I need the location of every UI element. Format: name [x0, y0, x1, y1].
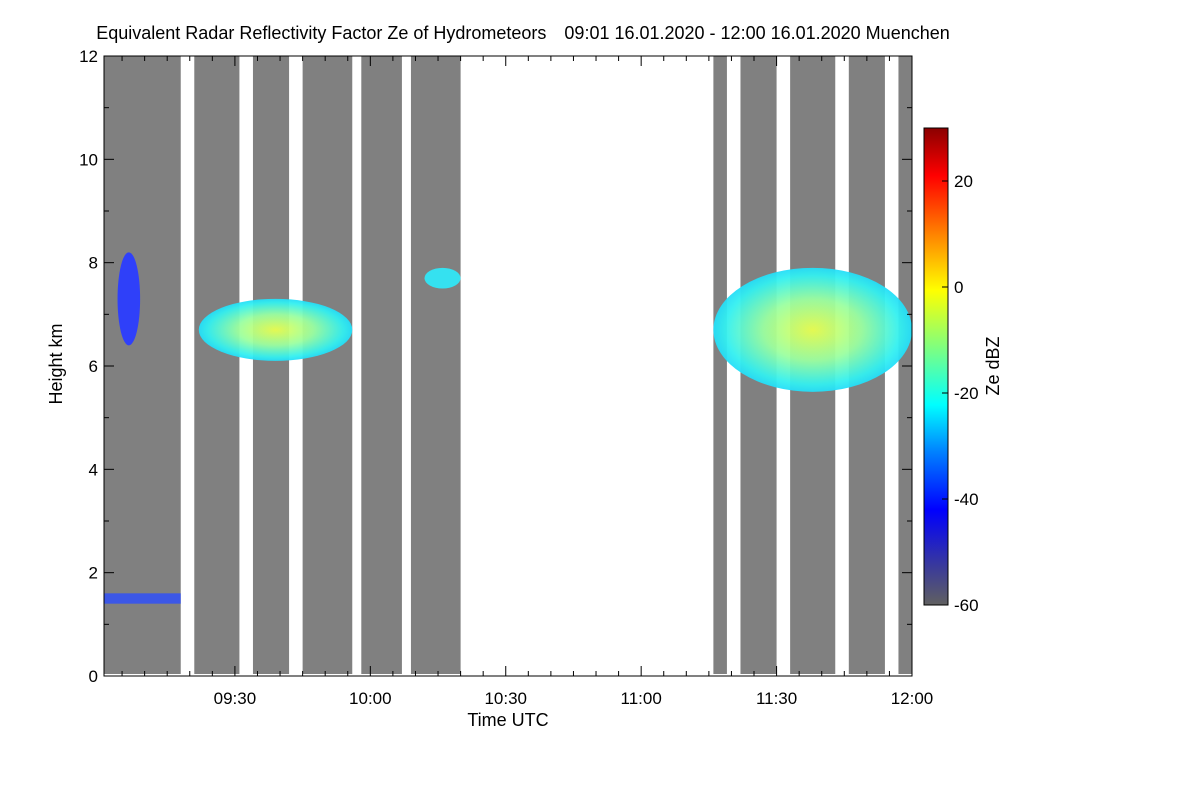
measurement-block: [302, 56, 353, 674]
measurement-block: [410, 56, 461, 674]
y-tick-label: 8: [89, 254, 98, 273]
y-tick-label: 10: [79, 150, 98, 169]
colorbar-tick-label: -60: [954, 596, 979, 615]
x-tick-label: 11:00: [621, 689, 662, 708]
measurement-block: [361, 56, 402, 674]
x-tick-label: 10:30: [484, 689, 527, 708]
cloud-layer: [198, 298, 353, 361]
measurement-block: [713, 56, 727, 674]
x-tick-label: 09:30: [214, 689, 257, 708]
colorbar-tick-label: -40: [954, 490, 979, 509]
measurement-block: [194, 56, 240, 674]
colorbar: [923, 127, 949, 606]
colorbar-tick-label: 0: [954, 278, 963, 297]
cloud-layer: [713, 267, 912, 392]
y-axis-label: Height km: [46, 323, 66, 404]
y-tick-label: 2: [89, 564, 98, 583]
y-tick-label: 0: [89, 667, 98, 686]
colorbar-label: Ze dBZ: [983, 336, 1003, 395]
measurement-block: [898, 56, 912, 674]
y-tick-label: 4: [89, 460, 98, 479]
x-tick-label: 10:00: [349, 689, 392, 708]
x-axis-label: Time UTC: [467, 710, 548, 730]
colorbar-tick-label: -20: [954, 384, 979, 403]
measurement-block: [104, 56, 181, 674]
x-axis: 09:30 10:00 10:30 11:00 11:30 12:00: [121, 56, 934, 708]
colorbar-ticks: -60 -40 -20 0 20: [942, 172, 979, 615]
chart-title: Equivalent Radar Reflectivity Factor Ze …: [96, 23, 950, 43]
measurement-block: [252, 56, 290, 674]
x-tick-label: 12:00: [891, 689, 934, 708]
y-tick-label: 12: [79, 47, 98, 66]
cloud-layer: [424, 267, 461, 289]
cloud-echoes: [104, 252, 912, 604]
near-surface-echo: [104, 593, 181, 604]
cloud-layer: [117, 252, 141, 346]
colorbar-tick-label: 20: [954, 172, 973, 191]
y-axis: 0 2 4 6 8 10 12: [79, 47, 912, 686]
y-tick-label: 6: [89, 357, 98, 376]
x-tick-label: 11:30: [756, 689, 797, 708]
measurement-periods: [104, 56, 912, 674]
